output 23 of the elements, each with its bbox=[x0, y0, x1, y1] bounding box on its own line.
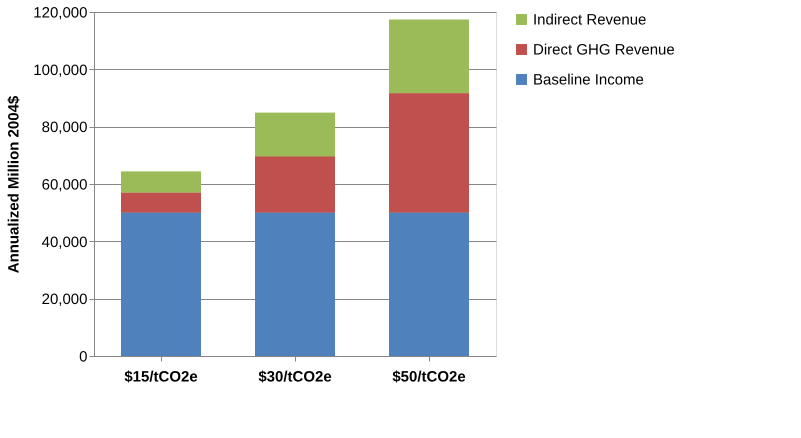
bar bbox=[255, 112, 335, 156]
bar bbox=[389, 19, 469, 94]
bar bbox=[121, 192, 201, 213]
legend-label: Baseline Income bbox=[533, 72, 644, 88]
bar bbox=[255, 212, 335, 356]
x-tick-label: $50/tCO2e bbox=[392, 368, 466, 386]
legend-label: Indirect Revenue bbox=[533, 12, 646, 28]
y-tick-label: 120,000 bbox=[33, 4, 88, 22]
y-tick-label: 0 bbox=[79, 348, 88, 366]
y-tick-label: 80,000 bbox=[42, 119, 88, 136]
y-tick-label: 40,000 bbox=[42, 234, 88, 251]
bar bbox=[255, 156, 335, 213]
x-tick-label: $15/tCO2e bbox=[124, 368, 198, 386]
y-tick-label: 20,000 bbox=[42, 291, 88, 308]
y-tick-label: 100,000 bbox=[33, 62, 88, 79]
bar bbox=[389, 93, 469, 213]
legend-label: Direct GHG Revenue bbox=[533, 42, 675, 58]
bar bbox=[121, 212, 201, 356]
x-tick-label: $30/tCO2e bbox=[258, 368, 332, 386]
y-axis-title: Annualized Million 2004$ bbox=[5, 95, 22, 274]
bar bbox=[121, 171, 201, 193]
y-tick-label: 60,000 bbox=[42, 176, 88, 194]
bar bbox=[389, 212, 469, 356]
